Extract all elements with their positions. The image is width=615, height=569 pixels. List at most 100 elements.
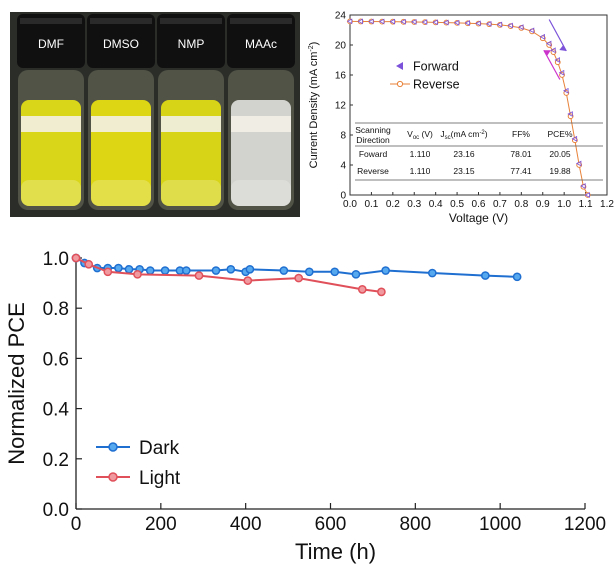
vial-cap-label: NMP [178,37,205,51]
data-point-forward [378,18,385,25]
table-header-direction: Direction [356,135,390,145]
table-header-voc: Voc (V) [407,129,433,141]
data-point-dark [160,266,170,275]
vial-cap-highlight [230,18,292,24]
data-point-forward [528,27,535,34]
table-header-jsc: Jsc(mA cm-2) [440,129,487,141]
data-point-forward [584,192,590,198]
vial-cap [87,14,155,68]
vial-cap-highlight [90,18,152,24]
data-point-forward [475,20,481,27]
vial-bottom-reflection [161,180,221,206]
vial: DMF [17,14,85,210]
data-point-forward [443,19,449,26]
data-point-light [194,271,204,280]
x-tick-label: 1200 [564,514,606,535]
data-point-forward [571,135,578,142]
data-point-light [103,267,113,277]
vials-photo: DMF DMSO NMP MAAc [10,12,300,217]
table-cell: Foward [359,149,388,159]
data-point-light [294,273,304,283]
vial-label-band [21,116,81,132]
x-tick-label: 0.0 [343,199,357,210]
data-point-dark [211,266,221,275]
legend-label-dark: Dark [139,438,180,459]
data-point-dark [512,272,522,282]
y-tick-label: 0.6 [43,349,69,370]
data-point-light [377,287,386,297]
vial-cap-label: DMF [38,37,64,51]
y-tick-label: 1.0 [43,249,69,270]
table-cell: 1.110 [410,149,431,159]
data-point-forward [464,20,470,26]
data-point-forward [580,183,586,189]
vial-cap [227,14,295,68]
data-point-forward [357,18,363,25]
x-tick-label: 1.0 [557,199,571,210]
vial-label-band [231,116,291,132]
data-point-forward [368,18,374,25]
y-tick-label: 4 [340,161,346,172]
table-cell: 78.01 [510,149,532,159]
data-point-light [243,276,253,285]
legend-marker-light [108,472,118,482]
x-tick-label: 600 [315,514,347,535]
data-point-forward [400,18,406,25]
x-axis-label: Time (h) [295,539,376,564]
data-point-forward [485,20,492,27]
vial-cap-label: DMSO [103,37,139,51]
x-tick-label: 0 [71,514,82,535]
legend-marker-dark [108,442,118,452]
x-tick-label: 0.4 [429,199,443,210]
x-axis-label: Voltage (V) [449,211,508,225]
table-cell: Reverse [357,166,389,176]
x-tick-label: 0.8 [514,199,528,210]
y-tick-label: 16 [335,71,347,82]
vial: DMSO [87,14,155,210]
data-point-forward [550,47,556,54]
legend-marker-reverse [396,80,404,88]
x-tick-label: 0.6 [472,199,486,210]
data-point-forward [518,24,524,31]
data-point-dark [381,266,390,275]
vial-bottom-reflection [91,180,151,206]
reverse-arrowhead [543,50,551,57]
data-point-dark [226,264,236,274]
legend-label-reverse: Reverse [413,78,460,92]
data-point-light [71,253,81,263]
data-point-dark [114,263,123,273]
y-tick-label: 12 [335,101,347,112]
x-tick-label: 0.5 [450,199,464,210]
data-point-dark [427,268,437,278]
vial-cap-highlight [20,18,82,24]
x-tick-label: 1.2 [600,199,614,210]
table-cell: 77.41 [510,166,532,176]
y-tick-label: 20 [335,41,347,52]
x-tick-label: 1000 [479,514,521,535]
x-tick-label: 0.7 [493,199,507,210]
data-point-forward [575,160,582,167]
data-point-forward [539,33,545,40]
y-tick-label: 0.4 [43,400,70,421]
table-header-pce: PCE% [547,129,572,139]
data-point-forward [507,22,513,29]
table-cell: 20.05 [549,149,571,159]
data-point-dark [145,266,155,275]
data-point-dark [124,264,134,274]
data-point-forward [558,69,565,76]
data-point-forward [432,19,438,26]
data-point-light [84,259,94,269]
table-cell: 1.110 [410,166,431,176]
data-point-forward [421,19,428,25]
legend-label-forward: Forward [413,60,459,74]
vial-label-band [91,116,151,132]
data-point-light [133,269,142,279]
vial-cap [17,14,85,68]
table-header-ff: FF% [512,129,530,139]
data-point-forward [545,40,552,47]
vial: MAAc [227,14,295,210]
table-header-scanning: Scanning [355,125,391,135]
table-cell: 23.15 [453,166,475,176]
data-point-forward [563,87,569,94]
